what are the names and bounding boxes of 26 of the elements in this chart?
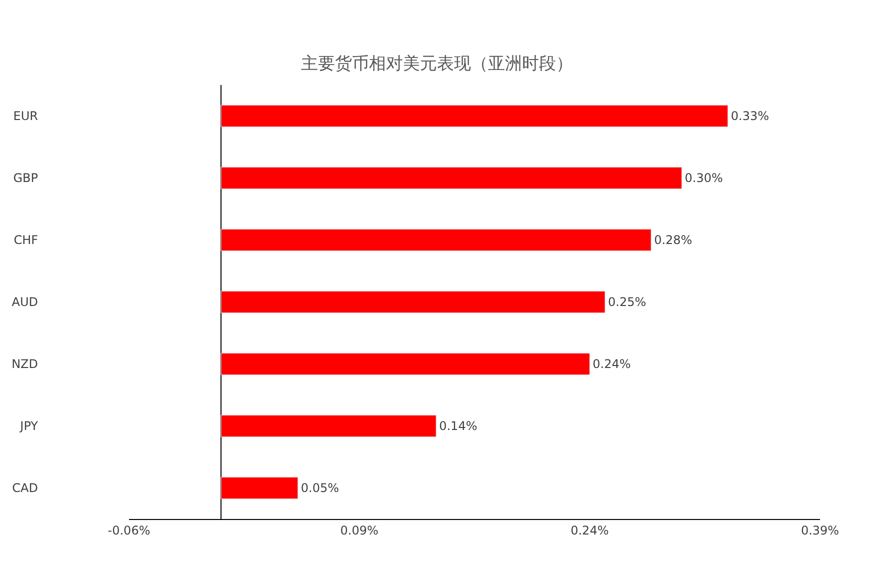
data-label: 0.24% <box>592 357 631 371</box>
bar <box>220 104 728 128</box>
data-label: 0.05% <box>300 481 340 495</box>
y-tick-label: NZD <box>12 357 38 372</box>
y-tick-label: GBP <box>13 171 38 186</box>
data-label: 0.33% <box>730 109 769 123</box>
y-tick-label: AUD <box>12 295 38 310</box>
bar <box>220 290 606 314</box>
chart-title: 主要货币相对美元表现（亚洲时段） <box>301 54 573 74</box>
data-label: 0.14% <box>439 419 478 433</box>
bar <box>220 228 652 252</box>
bar <box>220 166 682 190</box>
y-tick-label: CHF <box>14 233 38 248</box>
x-tick-label: 0.09% <box>340 523 378 538</box>
data-label: 0.25% <box>608 295 646 309</box>
bar <box>220 476 298 500</box>
y-tick-label: EUR <box>13 109 38 124</box>
data-label: 0.28% <box>654 233 692 247</box>
x-tick-label: 0.39% <box>800 523 840 538</box>
y-tick-label: CAD <box>12 481 38 496</box>
bar <box>220 352 590 376</box>
data-label: 0.30% <box>684 171 723 185</box>
x-tick-label: 0.24% <box>570 523 609 538</box>
x-tick-label: -0.06% <box>108 523 150 538</box>
bar <box>220 414 436 438</box>
y-tick-label: JPY <box>19 419 39 434</box>
